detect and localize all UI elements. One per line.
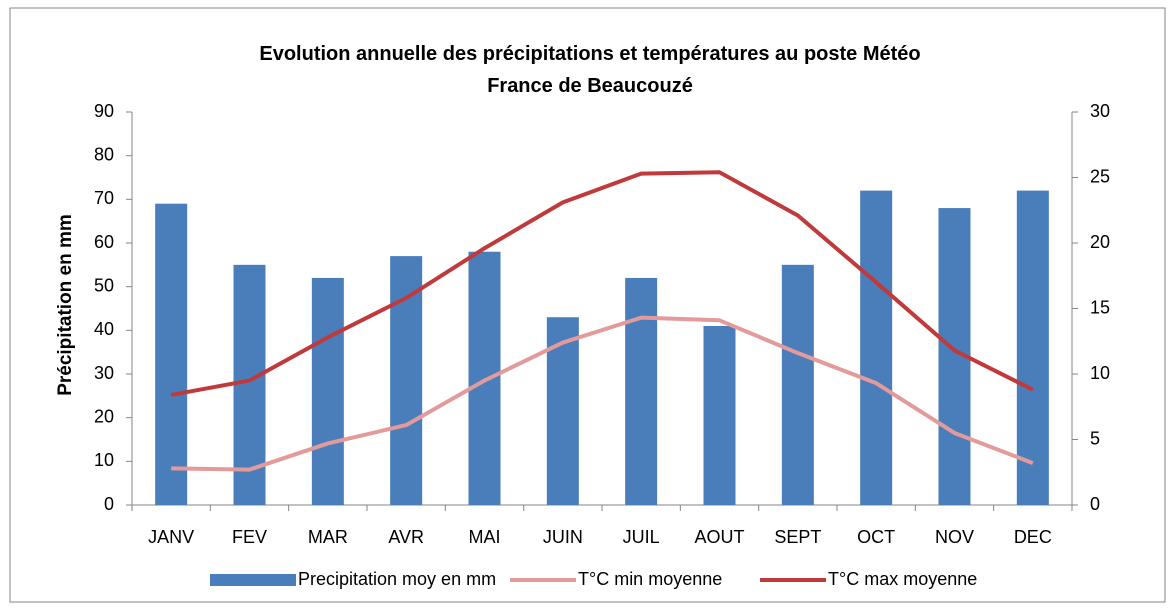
bar: [781, 264, 814, 505]
bar: [311, 277, 344, 505]
y-tick-label: 50: [94, 275, 114, 295]
bar: [860, 190, 893, 505]
x-tick-label: SEPT: [774, 527, 821, 547]
y2-tick-label: 15: [1090, 297, 1110, 317]
y-tick-label: 90: [94, 101, 114, 121]
chart-title: Evolution annuelle des précipitations et…: [259, 43, 920, 97]
y-tick-label: 30: [94, 363, 114, 383]
legend-swatch: [210, 574, 296, 586]
y2-tick-label: 30: [1090, 101, 1110, 121]
legend-label: T°C max moyenne: [828, 569, 977, 589]
y2-tick-label: 20: [1090, 232, 1110, 252]
bar: [546, 317, 579, 505]
bar: [703, 325, 736, 505]
y-tick-label: 10: [94, 450, 114, 470]
bar: [1016, 190, 1049, 505]
x-tick-label: AVR: [388, 527, 424, 547]
x-tick-label: AOUT: [694, 527, 744, 547]
y-tick-label: 0: [104, 494, 114, 514]
y-axis-label: Précipitation en mm: [55, 214, 76, 396]
bar: [390, 256, 423, 505]
y2-tick-label: 5: [1090, 428, 1100, 448]
x-tick-label: NOV: [935, 527, 974, 547]
bar: [625, 277, 658, 505]
y2-tick-label: 10: [1090, 363, 1110, 383]
x-tick-label: JANV: [148, 527, 194, 547]
legend-label: T°C min moyenne: [578, 569, 722, 589]
y2-tick-label: 25: [1090, 166, 1110, 186]
legend-label: Precipitation moy en mm: [298, 569, 496, 589]
y-tick-label: 80: [94, 144, 114, 164]
line: [170, 170, 1034, 397]
x-tick-label: FEV: [232, 527, 267, 547]
x-tick-label: OCT: [857, 527, 895, 547]
x-tick-label: JUIN: [543, 527, 583, 547]
y-tick-label: 70: [94, 188, 114, 208]
y-tick-label: 60: [94, 232, 114, 252]
bar: [155, 203, 188, 505]
line: [171, 315, 1034, 472]
x-tick-label: DEC: [1014, 527, 1052, 547]
x-tick-label: JUIL: [623, 527, 660, 547]
chart-frame: [9, 7, 1166, 603]
x-tick-label: MAI: [468, 527, 500, 547]
y2-tick-label: 0: [1090, 494, 1100, 514]
x-tick-label: MAR: [308, 527, 348, 547]
y-tick-label: 40: [94, 319, 114, 339]
y-tick-label: 20: [94, 406, 114, 426]
